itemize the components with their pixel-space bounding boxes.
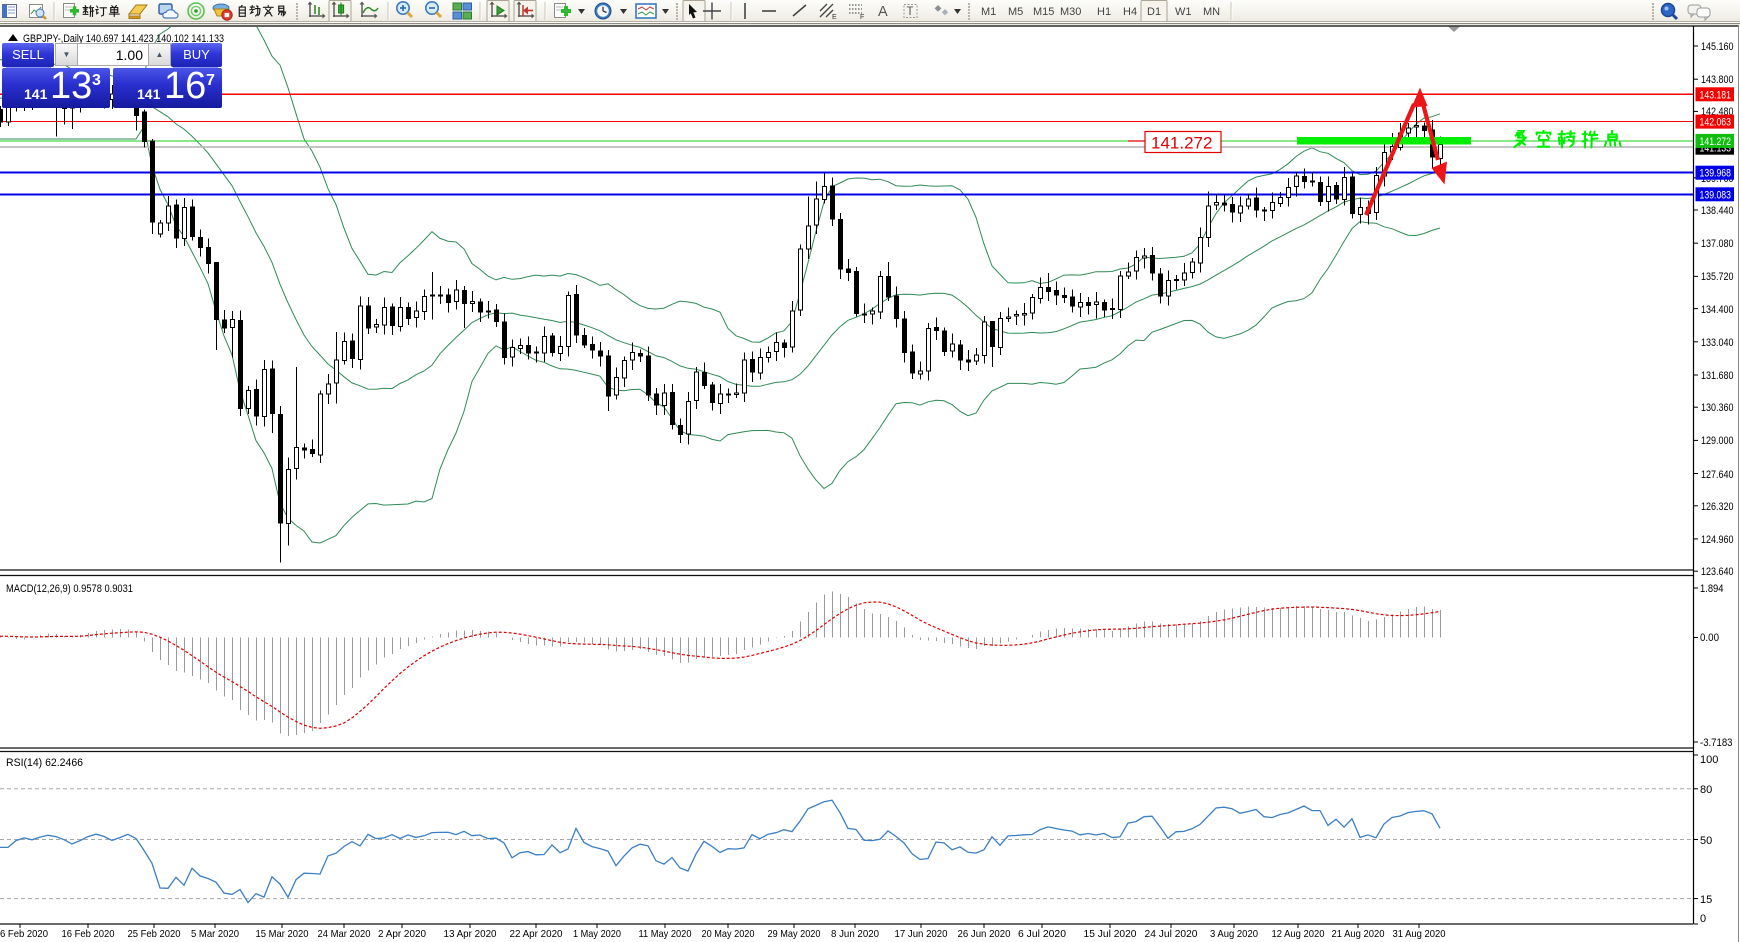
svg-text:141.272: 141.272 — [1151, 134, 1212, 153]
svg-text:29 May 2020: 29 May 2020 — [768, 928, 821, 940]
svg-text:126.320: 126.320 — [1701, 501, 1734, 513]
svg-text:15 Mar 2020: 15 Mar 2020 — [256, 928, 309, 940]
svg-text:123.640: 123.640 — [1701, 566, 1734, 578]
svg-text:142.063: 142.063 — [1700, 117, 1732, 129]
svg-text:MN: MN — [1203, 6, 1220, 18]
svg-text:13 Apr 2020: 13 Apr 2020 — [444, 928, 497, 940]
svg-text:2 Apr 2020: 2 Apr 2020 — [378, 928, 426, 940]
svg-text:143.800: 143.800 — [1701, 74, 1734, 86]
svg-text:138.440: 138.440 — [1701, 205, 1734, 217]
svg-text:21 Aug 2020: 21 Aug 2020 — [1332, 928, 1385, 940]
svg-text:12 Aug 2020: 12 Aug 2020 — [1272, 928, 1325, 940]
svg-text:143.181: 143.181 — [1700, 89, 1732, 101]
svg-text:H1: H1 — [1097, 6, 1111, 18]
svg-text:11 May 2020: 11 May 2020 — [639, 928, 692, 940]
svg-text:0: 0 — [1700, 913, 1706, 925]
svg-text:0.00: 0.00 — [1700, 632, 1719, 644]
svg-text:139.083: 139.083 — [1700, 189, 1732, 201]
svg-text:6 Feb 2020: 6 Feb 2020 — [0, 928, 48, 940]
svg-text:W1: W1 — [1175, 6, 1192, 18]
svg-text:-3.7183: -3.7183 — [1700, 737, 1733, 749]
svg-text:A: A — [878, 4, 888, 20]
svg-text:80: 80 — [1700, 784, 1712, 796]
svg-text:130.360: 130.360 — [1701, 402, 1734, 414]
svg-text:139.968: 139.968 — [1700, 168, 1732, 180]
svg-text:15 Jul 2020: 15 Jul 2020 — [1084, 928, 1137, 940]
svg-text:135.720: 135.720 — [1701, 271, 1734, 283]
svg-text:50: 50 — [1700, 835, 1712, 847]
svg-text:M15: M15 — [1033, 6, 1054, 18]
svg-text:1.894: 1.894 — [1700, 583, 1724, 595]
svg-text:31 Aug 2020: 31 Aug 2020 — [1393, 928, 1446, 940]
svg-text:D1: D1 — [1147, 6, 1161, 18]
svg-text:1 May 2020: 1 May 2020 — [573, 928, 621, 940]
svg-text:100: 100 — [1700, 754, 1718, 766]
svg-text:133.040: 133.040 — [1701, 337, 1734, 349]
svg-text:8 Jun 2020: 8 Jun 2020 — [831, 928, 879, 940]
svg-text:H4: H4 — [1123, 6, 1137, 18]
svg-text:141.272: 141.272 — [1700, 136, 1732, 148]
svg-text:24 Jul 2020: 24 Jul 2020 — [1145, 928, 1198, 940]
svg-text:17 Jun 2020: 17 Jun 2020 — [895, 928, 948, 940]
svg-text:137.080: 137.080 — [1701, 238, 1734, 250]
svg-text:145.160: 145.160 — [1701, 41, 1734, 53]
svg-text:127.640: 127.640 — [1701, 469, 1734, 481]
svg-text:5 Mar 2020: 5 Mar 2020 — [191, 928, 239, 940]
svg-text:131.680: 131.680 — [1701, 370, 1734, 382]
svg-text:124.960: 124.960 — [1701, 534, 1734, 546]
svg-text:M5: M5 — [1008, 6, 1023, 18]
svg-text:F: F — [860, 14, 864, 21]
svg-text:GBPJPY-,Daily 140.697 141.423: GBPJPY-,Daily 140.697 141.423 140.102 14… — [23, 33, 224, 45]
svg-text:RSI(14) 62.2466: RSI(14) 62.2466 — [6, 757, 83, 769]
svg-text:16 Feb 2020: 16 Feb 2020 — [62, 928, 115, 940]
svg-text:24 Mar 2020: 24 Mar 2020 — [318, 928, 371, 940]
svg-text:M30: M30 — [1060, 6, 1081, 18]
svg-text:6 Jul 2020: 6 Jul 2020 — [1018, 928, 1066, 940]
svg-text:22 Apr 2020: 22 Apr 2020 — [510, 928, 563, 940]
svg-text:MACD(12,26,9) 0.9578 0.9031: MACD(12,26,9) 0.9578 0.9031 — [6, 583, 133, 595]
svg-text:20 May 2020: 20 May 2020 — [702, 928, 755, 940]
svg-text:134.400: 134.400 — [1701, 304, 1734, 316]
svg-text:T: T — [907, 6, 914, 18]
svg-text:129.000: 129.000 — [1701, 435, 1734, 447]
svg-text:M1: M1 — [981, 6, 996, 18]
svg-text:25 Feb 2020: 25 Feb 2020 — [128, 928, 181, 940]
svg-text:15: 15 — [1700, 894, 1712, 906]
svg-text:26 Jun 2020: 26 Jun 2020 — [958, 928, 1011, 940]
svg-text:3 Aug 2020: 3 Aug 2020 — [1210, 928, 1258, 940]
svg-text:E: E — [832, 14, 837, 21]
